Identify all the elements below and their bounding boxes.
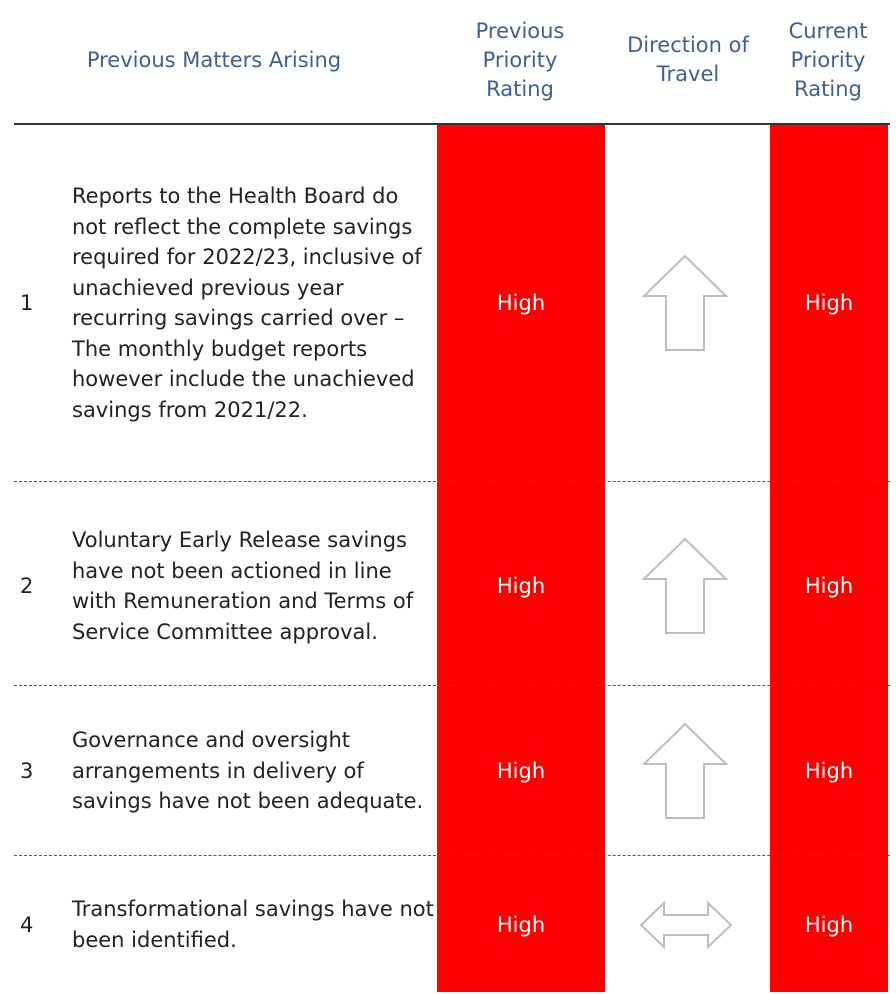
- previous-rating: High: [496, 912, 546, 937]
- previous-rating: High: [496, 574, 546, 598]
- row-divider: [14, 855, 890, 856]
- row-divider: [14, 481, 890, 482]
- current-rating: High: [804, 574, 854, 598]
- row-text: Transformational savings have not been i…: [72, 897, 434, 952]
- horizontal-arrow: [639, 900, 733, 949]
- row-number: 1: [20, 291, 34, 315]
- row-divider: [14, 685, 890, 686]
- row-text: Reports to the Health Board do not refle…: [72, 184, 422, 422]
- up-arrow: [641, 537, 729, 634]
- up-arrow: [641, 722, 729, 819]
- column-header: Current Priority Rating: [788, 18, 868, 101]
- up-arrow: [641, 254, 729, 351]
- column-header: Previous Matters Arising: [86, 47, 342, 72]
- row-number: 2: [20, 574, 34, 598]
- row: 4 Transformational savings have not been…: [0, 857, 896, 992]
- previous-rating: High: [496, 759, 546, 783]
- row-text: Voluntary Early Release savings have not…: [72, 528, 414, 644]
- row-number: 3: [20, 759, 34, 783]
- row: 3 Governance and oversight arrangements …: [0, 687, 896, 855]
- current-rating: High: [804, 912, 854, 937]
- row-number: 4: [20, 912, 34, 937]
- column-header: Direction of Travel: [627, 33, 749, 86]
- header-rule: [14, 123, 890, 125]
- column-header: Previous Priority Rating: [475, 18, 565, 101]
- current-rating: High: [804, 291, 854, 315]
- row: 2 Voluntary Early Release savings have n…: [0, 487, 896, 685]
- row-text: Governance and oversight arrangements in…: [72, 728, 424, 814]
- row: 1 Reports to the Health Board do not ref…: [0, 125, 896, 481]
- current-rating: High: [804, 759, 854, 783]
- current-rating-band: [770, 124, 888, 992]
- previous-rating: High: [496, 291, 546, 315]
- previous-rating-band: [437, 124, 605, 992]
